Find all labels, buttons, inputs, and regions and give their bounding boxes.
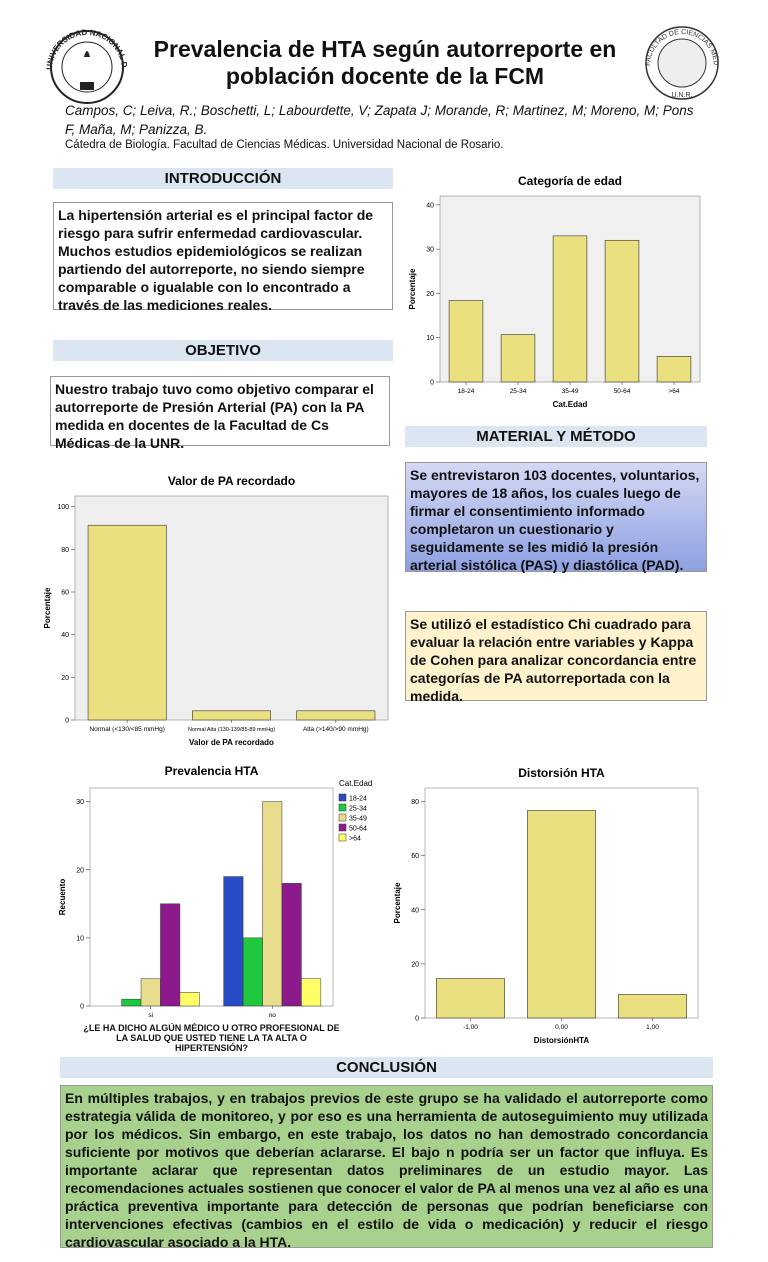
- right-logo: FACULTAD DE CIENCIAS MÉDICAS U.N.R.: [640, 22, 720, 100]
- y-tick-label: 0: [80, 1004, 84, 1011]
- y-tick-label: 60: [61, 590, 69, 597]
- y-tick-label: 20: [411, 961, 419, 968]
- bar: [121, 998, 142, 1007]
- y-tick-label: 60: [411, 853, 419, 860]
- chart: Distorsión HTA Porcentaje 0 20 40 60 80 -1,00 0,…: [393, 766, 699, 1045]
- y-axis-label: Porcentaje: [393, 882, 402, 923]
- poster-title: Prevalencia de HTA según autorreporte en…: [153, 36, 617, 89]
- y-tick-label: 10: [76, 935, 84, 942]
- y-tick-label: 0: [415, 1016, 419, 1023]
- x-tick-label: si: [148, 1012, 153, 1019]
- x-tick-label: 25-34: [510, 388, 527, 395]
- legend-label: 35-49: [349, 816, 367, 823]
- bar: [192, 710, 271, 721]
- legend-label: 50-64: [349, 826, 367, 833]
- x-tick-label: Normal Alta (130-139/85-89 mmHg): [188, 727, 275, 733]
- x-tick-label: 0,00: [555, 1024, 568, 1031]
- legend-swatch: [338, 833, 347, 842]
- x-tick-label: 50-64: [614, 388, 631, 395]
- y-tick-label: 40: [411, 907, 419, 914]
- legend-label: 25-34: [349, 806, 367, 813]
- chart-title: Prevalencia HTA: [165, 764, 259, 778]
- bar: [242, 937, 263, 1007]
- legend-swatch: [338, 813, 347, 822]
- bar: [448, 300, 484, 383]
- y-tick-label: 30: [76, 799, 84, 806]
- bar: [281, 883, 302, 1007]
- bar: [140, 978, 161, 1007]
- y-tick-label: 20: [61, 675, 69, 682]
- bar: [618, 994, 687, 1019]
- section-heading: CONCLUSIÓN: [60, 1057, 713, 1078]
- intro-text: La hipertensión arterial es el principal…: [53, 202, 393, 313]
- stats-text: Se utilizó el estadístico Chi cuadrado p…: [405, 611, 707, 704]
- objetivo-text: Nuestro trabajo tuvo como objetivo compa…: [50, 376, 390, 451]
- chart-title: Distorsión HTA: [518, 766, 605, 780]
- bar: [87, 524, 167, 721]
- chart: Categoría de edad Porcentaje 0 10 20 30 40 18-2…: [408, 174, 701, 409]
- y-tick-label: 20: [426, 291, 434, 298]
- bar: [262, 801, 283, 1007]
- y-tick-label: 20: [76, 867, 84, 874]
- svg-text:UNIVERSIDAD NACIONAL DE ROSARI: UNIVERSIDAD NACIONAL DE ROSARIO: [42, 22, 129, 70]
- legend-swatch: [338, 823, 347, 832]
- bar: [500, 334, 536, 383]
- x-axis-label: ¿LE HA DICHO ALGÚN MÉDICO U OTRO PROFESI…: [83, 1023, 340, 1053]
- bar: [604, 239, 640, 383]
- material-text: Se entrevistaron 103 docentes, voluntari…: [405, 462, 707, 573]
- bar: [552, 235, 588, 383]
- y-tick-label: 0: [430, 380, 434, 387]
- y-tick-label: 30: [426, 247, 434, 254]
- y-tick-label: 80: [411, 799, 419, 806]
- x-axis-label: Cat.Edad: [553, 400, 588, 409]
- x-tick-label: 18-24: [458, 388, 475, 395]
- legend-label: >64: [349, 836, 361, 843]
- x-tick-label: -1,00: [463, 1024, 478, 1031]
- section-heading: MATERIAL Y MÉTODO: [405, 426, 707, 447]
- bar: [223, 876, 244, 1007]
- y-tick-label: 100: [57, 504, 69, 511]
- x-axis-label: Valor de PA recordado: [189, 738, 274, 747]
- y-axis-label: Porcentaje: [408, 268, 417, 309]
- y-tick-label: 0: [65, 718, 69, 725]
- chart-title: Categoría de edad: [518, 174, 622, 188]
- x-tick-label: no: [269, 1012, 277, 1019]
- bar: [296, 710, 376, 721]
- bar: [436, 978, 505, 1019]
- x-tick-label: >64: [668, 388, 679, 395]
- legend-label: 18-24: [349, 796, 367, 803]
- bar: [160, 903, 181, 1007]
- chart: Prevalencia HTA Recuento 0 10 20 30 si no ¿LE HA…: [58, 764, 372, 1053]
- bar: [179, 992, 200, 1007]
- y-tick-label: 80: [61, 547, 69, 554]
- x-tick-label: Alta (>140/>90 mmHg): [303, 726, 369, 733]
- bar: [301, 978, 322, 1007]
- logo-text: U.N.R.: [672, 92, 693, 99]
- conclusion-text: En múltiples trabajos, y en trabajos pre…: [60, 1085, 713, 1250]
- x-axis-label: DistorsiónHTA: [534, 1036, 590, 1045]
- left-logo: UNIVERSIDAD NACIONAL DE ROSARIO: [42, 22, 129, 104]
- chart-title: Valor de PA recordado: [168, 474, 295, 488]
- section-heading: INTRODUCCIÓN: [53, 168, 393, 189]
- authors: Campos, C; Leiva, R.; Boschetti, L; Labo…: [65, 103, 694, 137]
- affiliation: Cátedra de Biología. Facultad de Ciencia…: [65, 139, 504, 151]
- y-tick-label: 40: [426, 202, 434, 209]
- y-tick-label: 40: [61, 632, 69, 639]
- legend-swatch: [338, 793, 347, 802]
- y-tick-label: 10: [426, 335, 434, 342]
- x-tick-label: 35-49: [562, 388, 579, 395]
- y-axis-label: Porcentaje: [43, 587, 52, 628]
- x-tick-label: Normal (<130/<85 mmHg): [89, 726, 165, 733]
- bar: [527, 810, 596, 1019]
- logo-text: UNIVERSIDAD NACIONAL DE ROSARIO: [42, 22, 129, 70]
- y-axis-label: Recuento: [58, 879, 67, 916]
- bar: [656, 356, 692, 383]
- legend-title: Cat.Edad: [339, 779, 372, 788]
- chart: Valor de PA recordado Porcentaje 0 20 40 60 80…: [43, 474, 389, 747]
- x-tick-label: 1,00: [646, 1024, 659, 1031]
- legend-swatch: [338, 803, 347, 812]
- section-heading: OBJETIVO: [53, 340, 393, 361]
- x-axis-label-box: ¿LE HA DICHO ALGÚN MÉDICO U OTRO PROFESI…: [83, 1023, 340, 1053]
